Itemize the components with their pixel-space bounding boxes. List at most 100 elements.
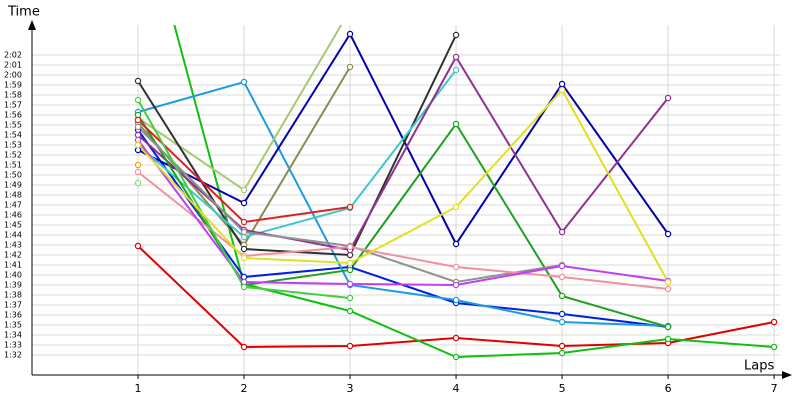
data-point: [134, 161, 142, 169]
data-point: [240, 78, 248, 86]
y-tick-label: 1:57: [4, 101, 22, 110]
data-point: [558, 349, 566, 357]
data-point: [240, 228, 248, 236]
x-tick-label: 5: [559, 382, 566, 395]
y-tick-label: 1:38: [4, 291, 22, 300]
data-point: [240, 218, 248, 226]
y-tick-label: 1:54: [4, 131, 22, 140]
y-tick-label: 1:33: [4, 341, 22, 350]
y-tick-label: 1:47: [4, 201, 22, 210]
y-tick-label: 1:45: [4, 221, 22, 230]
y-tick-label: 1:37: [4, 301, 22, 310]
data-point: [452, 353, 460, 361]
data-point: [664, 323, 672, 331]
y-tick-label: 1:44: [4, 231, 22, 240]
data-point: [452, 296, 460, 304]
x-tick-label: 2: [241, 382, 248, 395]
x-tick-label: 7: [771, 382, 778, 395]
data-point: [664, 335, 672, 343]
x-tick-label: 4: [453, 382, 460, 395]
y-tick-label: 2:01: [4, 61, 22, 70]
series-line: [137, 80, 669, 327]
data-point: [452, 334, 460, 342]
y-axis-arrow: [28, 20, 36, 30]
data-point: [134, 242, 142, 250]
y-tick-label: 1:46: [4, 211, 22, 220]
data-point: [558, 86, 566, 94]
x-tick-label: 3: [347, 382, 354, 395]
y-tick-label: 1:59: [4, 81, 22, 90]
data-point: [558, 228, 566, 236]
y-tick-label: 1:48: [4, 191, 22, 200]
data-point: [240, 245, 248, 253]
y-tick-label: 1:32: [4, 351, 22, 360]
y-tick-label: 1:51: [4, 161, 22, 170]
y-tick-label: 1:43: [4, 241, 22, 250]
series-line: [137, 171, 669, 290]
series-line: [137, 139, 669, 287]
y-tick-label: 1:40: [4, 271, 22, 280]
grid: [32, 25, 780, 375]
data-point: [240, 199, 248, 207]
data-point: [134, 77, 142, 85]
data-point: [134, 168, 142, 176]
data-point: [240, 254, 248, 262]
data-point: [452, 120, 460, 128]
data-point: [452, 66, 460, 74]
data-point: [346, 342, 354, 350]
data-point: [452, 203, 460, 211]
data-point: [452, 31, 460, 39]
y-tick-label: 1:50: [4, 171, 22, 180]
y-tick-label: 1:34: [4, 331, 22, 340]
data-point: [346, 307, 354, 315]
data-point: [134, 123, 142, 131]
data-point: [346, 266, 354, 274]
plot-area: [134, 25, 778, 361]
data-point: [346, 259, 354, 267]
y-tick-label: 1:55: [4, 121, 22, 130]
data-point: [240, 343, 248, 351]
data-point: [558, 318, 566, 326]
data-point: [240, 283, 248, 291]
data-point: [346, 30, 354, 38]
y-tick-label: 1:53: [4, 141, 22, 150]
data-point: [770, 318, 778, 326]
data-point: [558, 292, 566, 300]
data-point: [134, 116, 142, 124]
x-axis-arrow: [782, 371, 792, 379]
y-axis-title: Time: [7, 5, 40, 20]
data-point: [452, 53, 460, 61]
data-point: [346, 63, 354, 71]
data-point: [664, 94, 672, 102]
x-tick-label: 6: [665, 382, 672, 395]
y-tick-label: 1:49: [4, 181, 22, 190]
data-point: [558, 273, 566, 281]
data-point: [346, 280, 354, 288]
series-line: [137, 88, 669, 283]
data-point: [664, 285, 672, 293]
y-tick-label: 1:35: [4, 321, 22, 330]
data-point: [558, 310, 566, 318]
y-tick-label: 1:36: [4, 311, 22, 320]
data-point: [558, 262, 566, 270]
data-point: [346, 243, 354, 251]
data-point: [452, 281, 460, 289]
data-point: [240, 186, 248, 194]
data-point: [346, 294, 354, 302]
data-point: [346, 203, 354, 211]
series-line: [137, 69, 457, 239]
y-tick-label: 1:41: [4, 261, 22, 270]
y-tick-label: 2:02: [4, 51, 22, 60]
data-point: [134, 96, 142, 104]
y-tick-label: 1:39: [4, 281, 22, 290]
data-point: [770, 343, 778, 351]
y-tick-label: 1:56: [4, 111, 22, 120]
data-point: [664, 230, 672, 238]
data-point: [664, 278, 672, 286]
y-tick-label: 1:58: [4, 91, 22, 100]
data-point: [558, 342, 566, 350]
series-line: [137, 55, 669, 252]
data-point: [134, 179, 142, 187]
y-tick-label: 1:52: [4, 151, 22, 160]
